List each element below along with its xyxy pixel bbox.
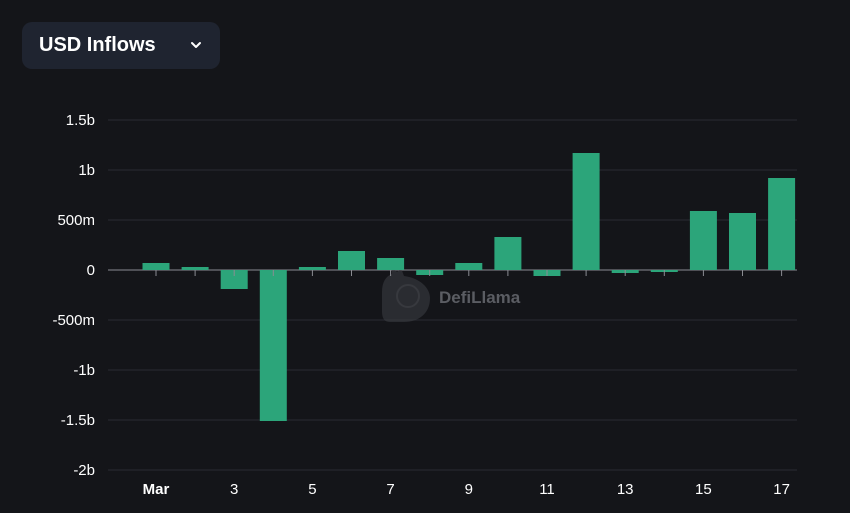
y-tick-label: 500m bbox=[57, 212, 95, 229]
watermark: DefiLlama bbox=[382, 266, 521, 322]
bars: Mar 1Mar 2Mar 3Mar 4Mar 5Mar 6Mar 7Mar 8… bbox=[142, 153, 796, 421]
y-tick-label: -2b bbox=[73, 462, 95, 479]
watermark-text: DefiLlama bbox=[439, 288, 521, 307]
bar[interactable]: Mar 1 bbox=[142, 263, 170, 270]
x-tick-label: 11 bbox=[539, 481, 555, 498]
llama-logo-icon bbox=[382, 266, 430, 322]
metric-selector-label: USD Inflows bbox=[39, 34, 156, 56]
y-tick-label: -500m bbox=[52, 312, 95, 329]
x-tick-label: 15 bbox=[695, 481, 712, 498]
bar[interactable]: Mar 10 bbox=[494, 237, 522, 270]
bar[interactable]: Mar 2 bbox=[181, 267, 209, 270]
y-tick-label: 1.5b bbox=[66, 112, 95, 129]
bar[interactable]: Mar 12 bbox=[572, 153, 600, 270]
bar[interactable]: Mar 5 bbox=[298, 267, 326, 270]
bar[interactable]: Mar 9 bbox=[455, 263, 483, 270]
x-tick-label: Mar bbox=[143, 481, 170, 498]
chevron-down-icon bbox=[191, 42, 201, 48]
y-tick-label: 1b bbox=[78, 162, 95, 179]
x-tick-label: 17 bbox=[773, 481, 790, 498]
metric-selector[interactable]: USD Inflows bbox=[22, 22, 220, 69]
bar[interactable]: Mar 15 bbox=[689, 211, 717, 270]
bar[interactable]: Mar 6 bbox=[338, 251, 365, 270]
bar[interactable]: Mar 4 bbox=[259, 270, 287, 421]
x-tick-label: 3 bbox=[230, 481, 238, 498]
y-tick-label: -1.5b bbox=[61, 412, 95, 429]
y-tick-label: -1b bbox=[73, 362, 95, 379]
bar[interactable]: Mar 7 bbox=[377, 258, 405, 270]
x-tick-label: 9 bbox=[465, 481, 473, 498]
y-axis-ticks: 1.5b 1b 500m 0 -500m -1b -1.5b -2b bbox=[52, 112, 95, 479]
x-tick-label: 13 bbox=[617, 481, 634, 498]
bar[interactable]: Mar 16 bbox=[729, 213, 756, 270]
bar[interactable]: Mar 3 bbox=[220, 270, 248, 289]
x-tick-label: 5 bbox=[308, 481, 316, 498]
bar[interactable]: Mar 17 bbox=[768, 178, 796, 270]
x-axis-ticks: Mar 3 5 7 9 11 13 15 17 bbox=[143, 481, 790, 498]
x-tick-label: 7 bbox=[386, 481, 394, 498]
y-tick-label: 0 bbox=[87, 262, 95, 279]
